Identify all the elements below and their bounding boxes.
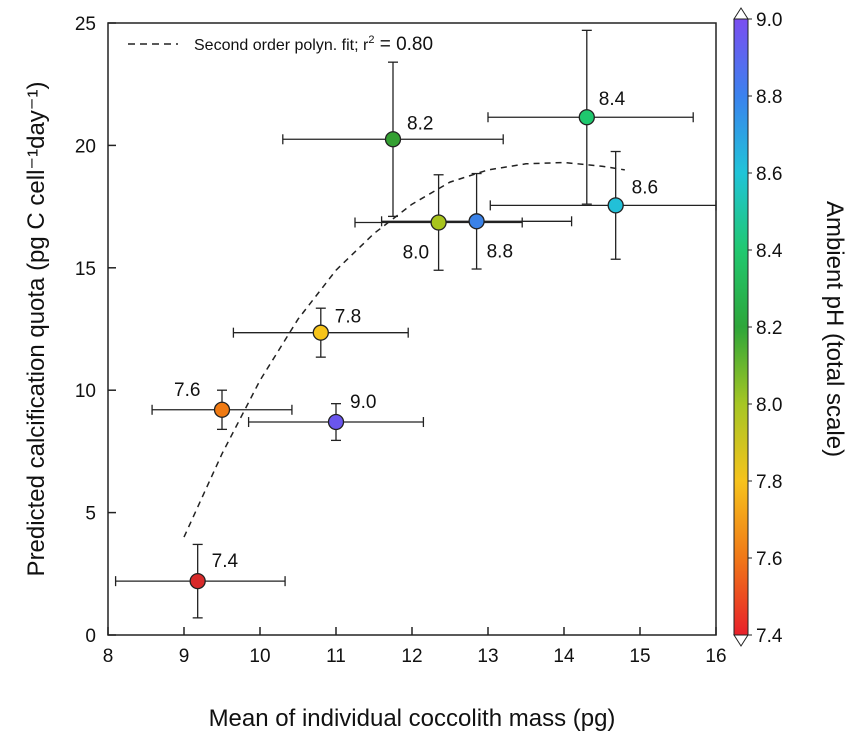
data-point bbox=[430, 214, 447, 231]
data-point bbox=[213, 401, 231, 418]
colorbar-tick-label: 7.6 bbox=[756, 549, 782, 570]
x-tick-label: 8 bbox=[103, 646, 114, 667]
point-label: 7.4 bbox=[212, 551, 239, 572]
colorbar-tick-label: 7.8 bbox=[756, 472, 782, 493]
x-tick-label: 12 bbox=[401, 646, 422, 667]
colorbar-tick-label: 8.2 bbox=[756, 318, 782, 339]
colorbar-tick-label: 9.0 bbox=[756, 10, 782, 31]
plot-frame bbox=[107, 22, 717, 636]
legend-suffix: = 0.80 bbox=[374, 34, 433, 55]
colorbar-bottom-arrow bbox=[733, 634, 749, 647]
colorbar-gradient bbox=[733, 18, 749, 636]
data-point bbox=[607, 197, 624, 214]
y-tick-label: 25 bbox=[75, 14, 96, 35]
x-tick-label: 14 bbox=[553, 646, 575, 667]
point-label: 8.2 bbox=[407, 113, 433, 134]
data-point bbox=[189, 572, 206, 590]
colorbar-tick-label: 8.8 bbox=[756, 87, 782, 108]
data-point bbox=[312, 324, 329, 341]
x-axis-title: Mean of individual coccolith mass (pg) bbox=[209, 705, 616, 732]
x-tick-label: 13 bbox=[477, 646, 498, 667]
point-label: 8.0 bbox=[403, 243, 429, 264]
colorbar-title: Ambient pH (total scale) bbox=[821, 201, 848, 457]
colorbar-tick-label: 8.0 bbox=[756, 395, 782, 416]
colorbar-tick-label: 8.4 bbox=[756, 241, 783, 262]
legend-superscript: 2 bbox=[368, 34, 374, 46]
colorbar-tick-label: 8.6 bbox=[756, 164, 782, 185]
x-tick-label: 11 bbox=[326, 646, 346, 667]
point-label: 7.8 bbox=[335, 307, 361, 328]
legend-label: Second order polyn. fit; r2 = 0.80 bbox=[194, 34, 433, 55]
axes-layer: 8 9 10 11 12 13 14 15 16 0 5 10 15 20 25 bbox=[75, 14, 727, 667]
x-tick-label: 15 bbox=[629, 646, 650, 667]
x-tick-label: 16 bbox=[705, 646, 726, 667]
data-point bbox=[384, 131, 402, 148]
colorbar: 7.4 7.6 7.8 8.0 8.2 8.4 8.6 8.8 9.0 bbox=[733, 7, 783, 647]
point-label: 8.4 bbox=[599, 89, 626, 110]
data-point bbox=[468, 213, 485, 230]
data-point bbox=[327, 413, 345, 431]
colorbar-top-arrow bbox=[733, 7, 749, 20]
point-label: 9.0 bbox=[350, 392, 376, 413]
point-label: 8.6 bbox=[632, 177, 658, 198]
y-tick-label: 15 bbox=[75, 259, 96, 280]
point-label: 8.8 bbox=[487, 241, 513, 262]
legend: Second order polyn. fit; r2 = 0.80 bbox=[128, 34, 433, 55]
x-tick-label: 9 bbox=[179, 646, 190, 667]
colorbar-tick-label: 7.4 bbox=[756, 626, 783, 647]
y-tick-label: 0 bbox=[85, 626, 96, 647]
y-tick-label: 10 bbox=[75, 381, 96, 402]
y-tick-label: 5 bbox=[85, 504, 96, 525]
fit-curve bbox=[183, 161, 625, 538]
data-point bbox=[578, 109, 595, 126]
y-tick-label: 20 bbox=[75, 136, 96, 157]
y-axis-title: Predicted calcification quota (pg C cell… bbox=[23, 82, 50, 577]
points-layer: 7.4 7.6 7.8 8.0 8.2 8.4 8.6 8.8 9.0 bbox=[174, 89, 658, 590]
point-label: 7.6 bbox=[174, 380, 200, 401]
x-tick-label: 10 bbox=[249, 646, 270, 667]
fit-curve-layer bbox=[183, 161, 625, 538]
